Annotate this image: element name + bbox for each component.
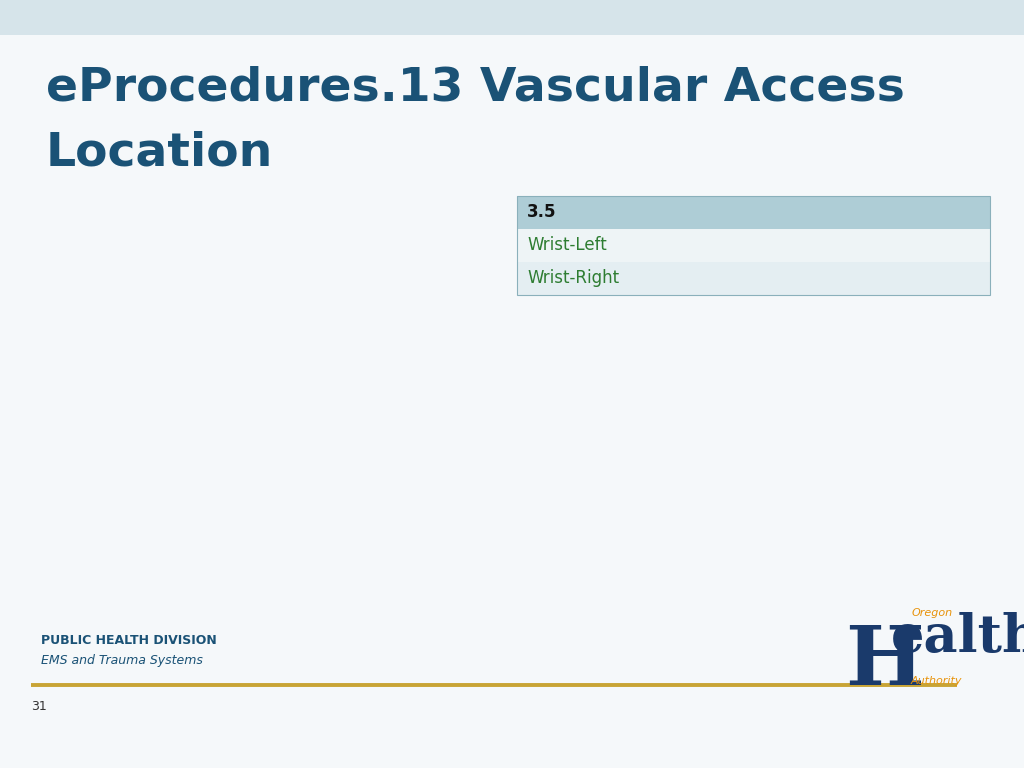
Text: ealth: ealth — [891, 612, 1024, 663]
Text: 31: 31 — [31, 700, 46, 713]
Text: Wrist-Left: Wrist-Left — [527, 237, 607, 254]
Bar — [517, 196, 990, 229]
Bar — [517, 262, 990, 295]
Bar — [517, 229, 990, 262]
Text: Oregon: Oregon — [911, 608, 952, 618]
Bar — [517, 196, 990, 295]
Text: H: H — [845, 622, 924, 702]
Bar — [0, 0, 1024, 35]
Text: 3.5: 3.5 — [527, 204, 557, 221]
Text: EMS and Trauma Systems: EMS and Trauma Systems — [41, 654, 203, 667]
Text: Location: Location — [46, 131, 273, 176]
Text: PUBLIC HEALTH DIVISION: PUBLIC HEALTH DIVISION — [41, 634, 217, 647]
Text: eProcedures.13 Vascular Access: eProcedures.13 Vascular Access — [46, 65, 905, 111]
Text: Authority: Authority — [911, 676, 963, 686]
Text: Wrist-Right: Wrist-Right — [527, 270, 620, 287]
